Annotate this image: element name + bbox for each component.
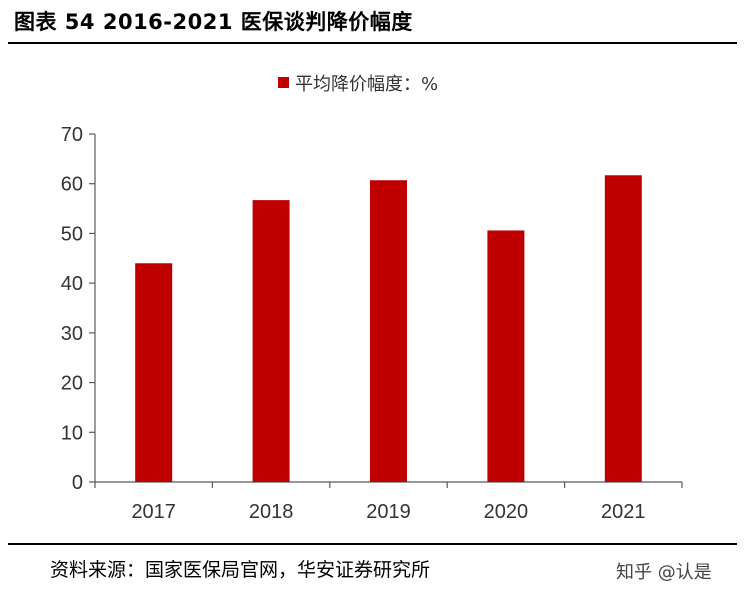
y-tick-label: 60 xyxy=(61,174,83,196)
bar-2021 xyxy=(604,175,642,482)
bars xyxy=(135,175,642,482)
y-tick-label: 10 xyxy=(61,422,83,444)
x-tick-label: 2019 xyxy=(366,501,411,523)
y-tick-label: 40 xyxy=(61,273,83,295)
y-tick-label: 50 xyxy=(61,223,83,245)
legend-swatch xyxy=(278,77,289,88)
bar-2018 xyxy=(252,200,290,482)
legend: 平均降价幅度：% xyxy=(278,74,438,95)
y-axis: 0 10 20 30 40 50 60 70 xyxy=(61,124,96,494)
x-axis: 2017 2018 2019 2020 2021 xyxy=(94,481,683,523)
legend-label: 平均降价幅度：% xyxy=(295,74,438,95)
y-tick-label: 70 xyxy=(61,124,83,146)
x-tick-label: 2021 xyxy=(601,501,646,523)
y-tick-label: 30 xyxy=(61,323,83,345)
y-tick-label: 20 xyxy=(61,373,83,395)
y-tick-label: 0 xyxy=(72,472,83,494)
figure-title: 图表 54 2016-2021 医保谈判降价幅度 xyxy=(14,10,413,34)
bar-2017 xyxy=(135,263,173,482)
bottom-rule xyxy=(8,543,737,545)
x-tick-label: 2018 xyxy=(249,501,294,523)
x-tick-label: 2020 xyxy=(484,501,529,523)
bar-2019 xyxy=(370,180,407,482)
bar-2020 xyxy=(487,230,525,482)
watermark: 知乎 @认是 xyxy=(616,562,712,583)
source-note: 资料来源：国家医保局官网，华安证券研究所 xyxy=(50,559,431,581)
x-tick-label: 2017 xyxy=(131,501,176,523)
top-rule xyxy=(8,42,737,44)
